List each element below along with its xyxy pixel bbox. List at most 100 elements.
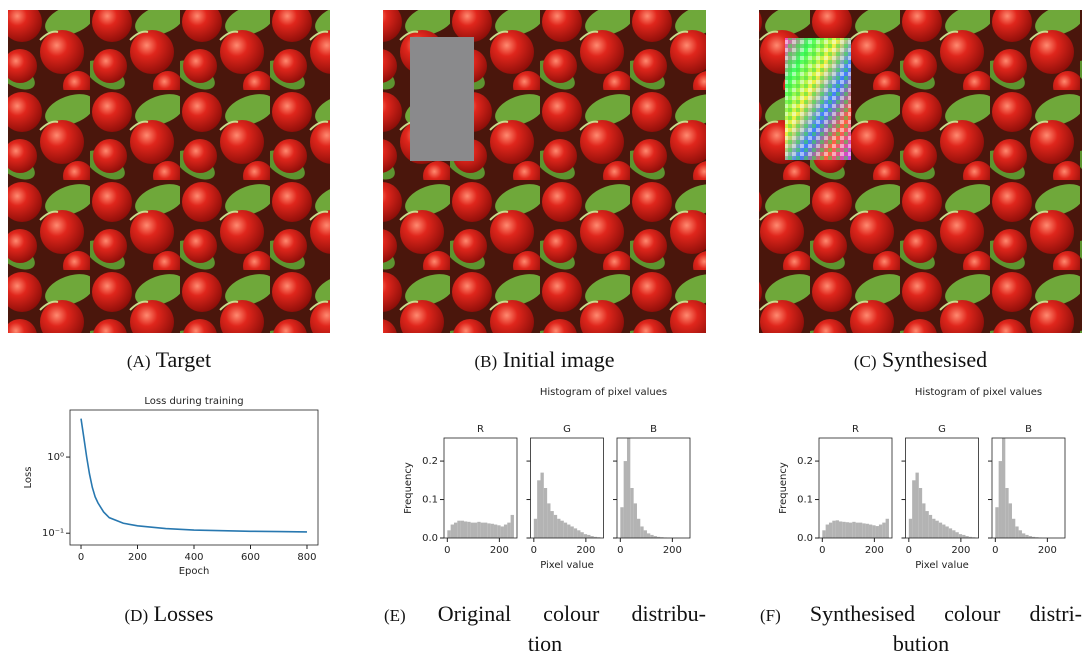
histogram-bar (547, 503, 550, 538)
histogram-bar (501, 526, 504, 538)
histogram-bar (932, 519, 935, 538)
histogram-bar (461, 521, 464, 538)
panel-title: G (563, 424, 571, 435)
histogram-bar (939, 523, 942, 538)
histogram-bar (471, 523, 474, 538)
histogram-bar (467, 522, 470, 538)
histogram-bar (474, 523, 477, 538)
histogram-bar (481, 523, 484, 538)
caption-e: (E) Original colour distribu- tion (384, 600, 706, 658)
x-tick-label: 200 (663, 545, 682, 556)
caption-line: bution (760, 630, 1082, 658)
histogram-bar (829, 523, 832, 538)
histogram-bar (647, 533, 650, 538)
histogram-bar (640, 526, 643, 538)
histogram-bar (839, 521, 842, 538)
caption-label: (C) (854, 352, 877, 371)
histogram-bar (879, 525, 882, 538)
histogram-bar (574, 528, 577, 538)
histogram-bar (620, 507, 623, 538)
target-image (8, 10, 330, 333)
panel-title: B (650, 424, 657, 435)
y-tick-label: 10⁻¹ (42, 528, 64, 539)
y-tick-label: 0.1 (797, 495, 813, 506)
panel-title: R (477, 424, 484, 435)
histogram-bar (846, 522, 849, 538)
caption-label: (A) (127, 352, 151, 371)
histogram-bar (1022, 533, 1025, 538)
synthesised-patch-texture (785, 38, 851, 160)
figure-canvas: Loss during trainingEpochLoss02004006008… (0, 0, 1083, 656)
histogram-bar (862, 523, 865, 538)
histogram-bar (872, 525, 875, 538)
histogram-bar (451, 525, 454, 538)
histogram-bar (999, 461, 1002, 538)
caption-label: (D) (125, 606, 149, 625)
caption-label: (E) (384, 606, 406, 625)
x-tick-label: 800 (297, 552, 316, 563)
caption-label: (F) (760, 606, 781, 625)
histogram-bar (627, 438, 630, 538)
histogram-bar (949, 528, 952, 538)
chart-title: Histogram of pixel values (915, 387, 1042, 398)
y-tick-label: 10⁰ (47, 452, 64, 463)
loss-line (81, 419, 307, 532)
x-tick-label: 0 (617, 545, 623, 556)
histogram-bar (557, 519, 560, 538)
histogram-bar (1019, 530, 1022, 538)
x-tick-label: 200 (576, 545, 595, 556)
noise-patch (410, 37, 474, 161)
y-tick-label: 0.0 (797, 533, 813, 544)
histogram-bar (540, 473, 543, 538)
histogram-bar (587, 535, 590, 538)
histogram-bar (1002, 438, 1005, 538)
histogram-bar (1025, 535, 1028, 538)
histogram-bar (876, 526, 879, 538)
y-tick-label: 0.2 (797, 456, 813, 467)
histogram-bar (929, 515, 932, 538)
caption-b: (B) Initial image (383, 346, 706, 376)
caption-label: (B) (475, 352, 498, 371)
y-tick-label: 0.2 (422, 456, 438, 467)
histogram-bar (630, 488, 633, 538)
histogram-bar (497, 525, 500, 538)
histogram-bar (494, 525, 497, 538)
x-tick-label: 400 (184, 552, 203, 563)
histogram-bar (952, 530, 955, 538)
histogram-bar (909, 519, 912, 538)
histogram-bar (866, 524, 869, 538)
histogram-bar (584, 534, 587, 538)
histogram-bar (849, 523, 852, 538)
x-tick-label: 0 (906, 545, 912, 556)
caption-f: (F) Synthesised colour distri- bution (760, 600, 1082, 658)
y-axis-label: Loss (23, 467, 34, 489)
x-axis-label: Epoch (179, 566, 210, 577)
histogram-bar (491, 524, 494, 538)
histogram-bar (624, 461, 627, 538)
caption-line: (F) Synthesised colour distri- (760, 600, 1082, 630)
x-tick-label: 0 (992, 545, 998, 556)
histogram-bar (487, 523, 490, 538)
histogram-bar (504, 525, 507, 538)
caption-a: (A) Target (8, 346, 330, 376)
histogram-bar (842, 522, 845, 538)
histogram-bar (447, 530, 450, 538)
histogram-bar (511, 515, 514, 538)
histogram-bar (852, 522, 855, 538)
x-tick-label: 200 (128, 552, 147, 563)
histogram-bar (995, 507, 998, 538)
histogram-bar (534, 519, 537, 538)
histogram-bar (477, 522, 480, 538)
histogram-bar (859, 523, 862, 538)
x-tick-label: 200 (865, 545, 884, 556)
histogram-bar (925, 511, 928, 538)
histogram-bar (637, 519, 640, 538)
histogram-bar (537, 480, 540, 538)
x-tick-label: 0 (819, 545, 825, 556)
histogram-bar (560, 521, 563, 538)
histogram-bar (550, 511, 553, 538)
histogram-bar (570, 526, 573, 538)
histogram-bar (912, 480, 915, 538)
histogram-bar (580, 532, 583, 538)
histogram-bar (567, 525, 570, 538)
